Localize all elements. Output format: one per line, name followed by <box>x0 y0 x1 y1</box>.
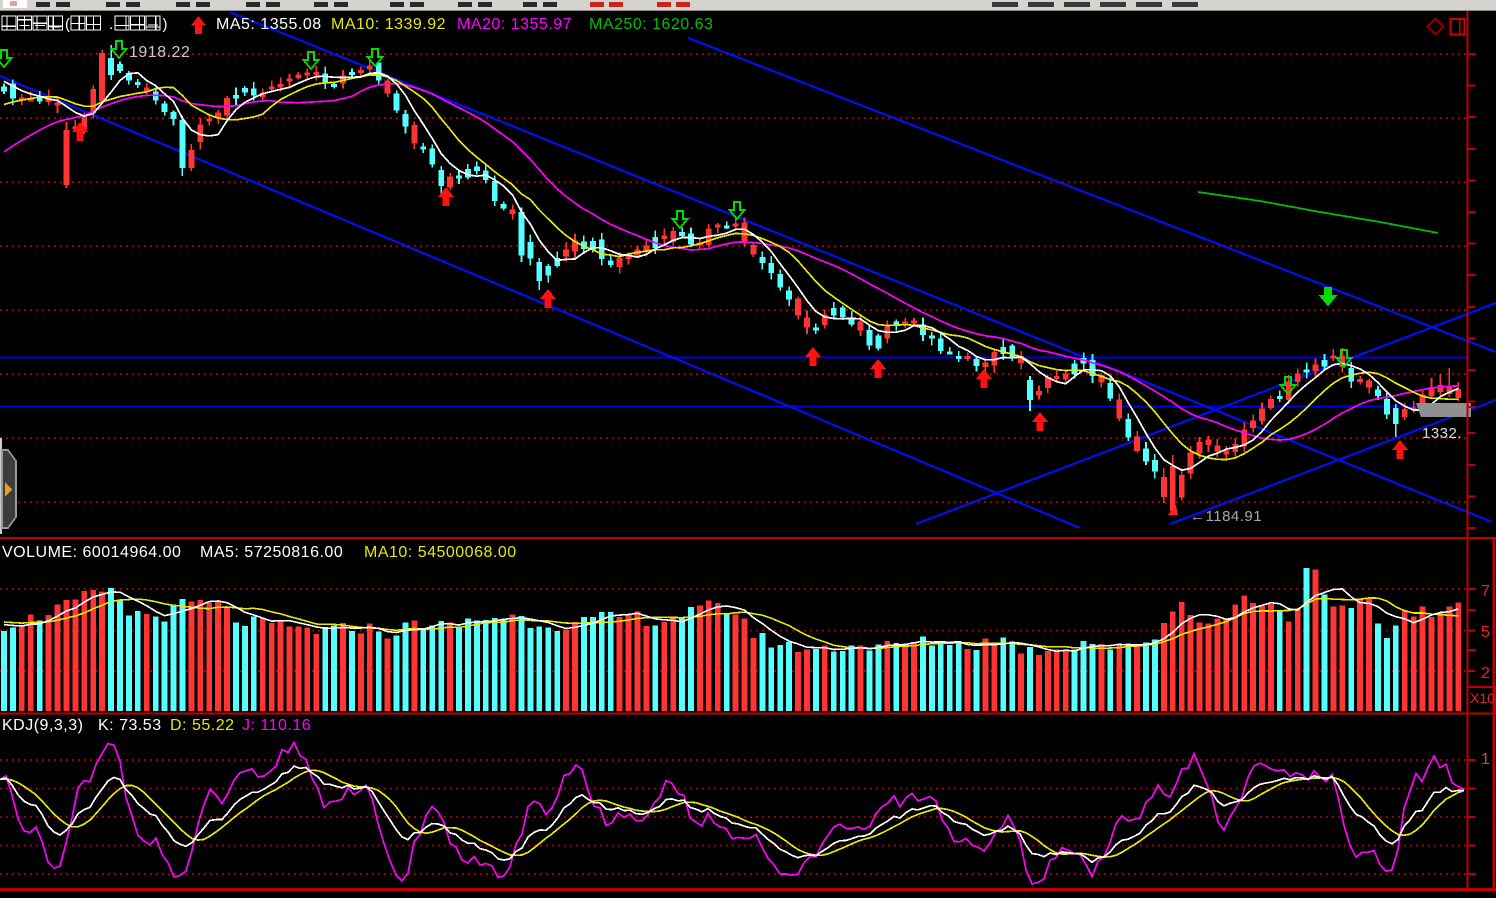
svg-text:KDJ(9,3,3): KDJ(9,3,3) <box>2 717 83 734</box>
svg-text:MA20: 1355.97: MA20: 1355.97 <box>457 16 572 33</box>
svg-text:MA5: 57250816.00: MA5: 57250816.00 <box>200 544 343 561</box>
svg-text:2: 2 <box>1481 665 1490 682</box>
svg-text:7: 7 <box>1481 583 1490 600</box>
svg-text:J: 110.16: J: 110.16 <box>242 717 311 734</box>
svg-text:MA10: 54500068.00: MA10: 54500068.00 <box>364 544 517 561</box>
svg-text:MA10: 1339.92: MA10: 1339.92 <box>331 16 446 33</box>
svg-text:.: . <box>109 16 113 33</box>
svg-text:D: 55.22: D: 55.22 <box>170 717 234 734</box>
svg-text:(: ( <box>65 16 70 33</box>
svg-text:1918.22: 1918.22 <box>129 44 190 61</box>
svg-text:VOLUME: 60014964.00: VOLUME: 60014964.00 <box>2 544 181 561</box>
svg-text:5: 5 <box>1481 624 1490 641</box>
svg-text:MA250: 1620.63: MA250: 1620.63 <box>589 16 713 33</box>
svg-text:1332.: 1332. <box>1422 425 1462 442</box>
svg-text:←1184.91: ←1184.91 <box>1190 508 1262 525</box>
svg-text:): ) <box>163 16 168 33</box>
svg-text:1: 1 <box>1481 751 1490 768</box>
svg-text:X10: X10 <box>1470 690 1495 706</box>
svg-text:K: 73.53: K: 73.53 <box>98 717 162 734</box>
svg-text:MA5: 1355.08: MA5: 1355.08 <box>216 16 322 33</box>
